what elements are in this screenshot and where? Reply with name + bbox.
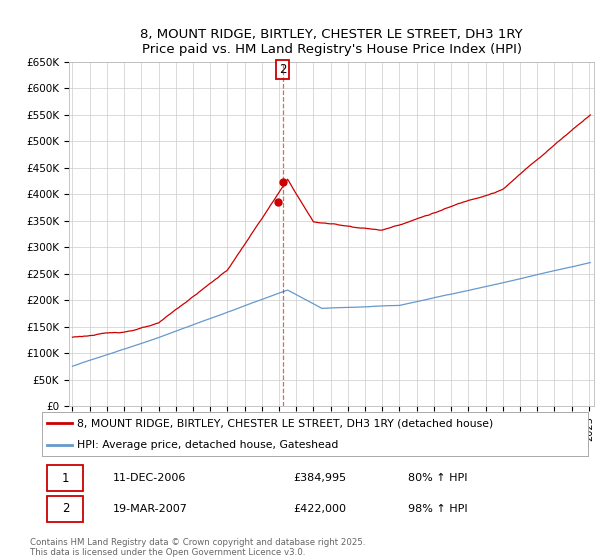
Text: 98% ↑ HPI: 98% ↑ HPI <box>408 504 467 514</box>
Text: 2: 2 <box>62 502 69 515</box>
Text: 8, MOUNT RIDGE, BIRTLEY, CHESTER LE STREET, DH3 1RY (detached house): 8, MOUNT RIDGE, BIRTLEY, CHESTER LE STRE… <box>77 418 494 428</box>
Bar <box>47 496 83 522</box>
Text: 2: 2 <box>279 63 286 76</box>
Text: 11-DEC-2006: 11-DEC-2006 <box>113 473 187 483</box>
Title: 8, MOUNT RIDGE, BIRTLEY, CHESTER LE STREET, DH3 1RY
Price paid vs. HM Land Regis: 8, MOUNT RIDGE, BIRTLEY, CHESTER LE STRE… <box>140 28 523 56</box>
Text: HPI: Average price, detached house, Gateshead: HPI: Average price, detached house, Gate… <box>77 440 339 450</box>
Text: 1: 1 <box>62 472 69 484</box>
Text: £422,000: £422,000 <box>293 504 346 514</box>
Text: £384,995: £384,995 <box>293 473 346 483</box>
Text: Contains HM Land Registry data © Crown copyright and database right 2025.
This d: Contains HM Land Registry data © Crown c… <box>30 538 365 557</box>
Text: 19-MAR-2007: 19-MAR-2007 <box>113 504 188 514</box>
Text: 80% ↑ HPI: 80% ↑ HPI <box>408 473 467 483</box>
Bar <box>47 465 83 492</box>
